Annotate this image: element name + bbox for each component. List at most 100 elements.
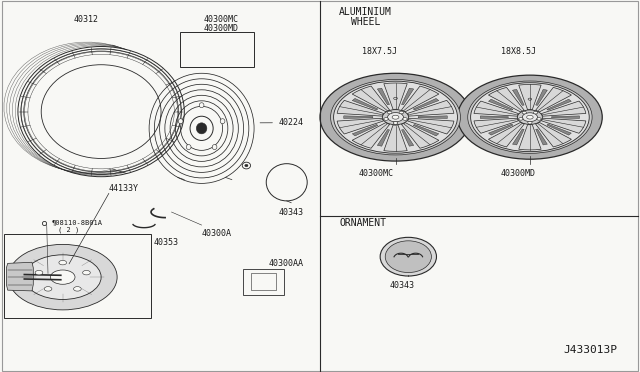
Circle shape (522, 113, 538, 122)
Polygon shape (344, 116, 373, 119)
Circle shape (458, 75, 602, 159)
Text: WHEEL: WHEEL (351, 17, 380, 27)
Ellipse shape (179, 119, 183, 124)
Circle shape (44, 287, 52, 291)
Ellipse shape (41, 65, 161, 158)
Polygon shape (536, 122, 572, 147)
Circle shape (470, 83, 589, 152)
Text: ¶08110-8B01A: ¶08110-8B01A (51, 219, 102, 225)
Circle shape (384, 118, 388, 120)
Polygon shape (541, 101, 586, 116)
Polygon shape (413, 99, 438, 110)
Ellipse shape (8, 244, 117, 310)
Text: 40300MD: 40300MD (204, 25, 238, 33)
Circle shape (388, 113, 403, 122)
Circle shape (392, 115, 399, 119)
Text: 40343: 40343 (278, 208, 304, 217)
Ellipse shape (199, 103, 204, 108)
Polygon shape (384, 125, 407, 151)
Circle shape (518, 118, 523, 120)
Circle shape (74, 287, 81, 291)
Text: J433013P: J433013P (564, 345, 618, 355)
Text: 40300MC: 40300MC (204, 15, 238, 24)
Bar (251, 273, 276, 290)
Polygon shape (401, 88, 413, 105)
Polygon shape (541, 118, 586, 133)
Polygon shape (552, 116, 579, 118)
Polygon shape (513, 89, 524, 105)
Circle shape (333, 81, 458, 153)
Bar (243, 269, 284, 295)
Polygon shape (352, 86, 390, 112)
Text: 18X7.5J: 18X7.5J (362, 47, 397, 56)
Polygon shape (547, 124, 572, 135)
Circle shape (51, 270, 75, 284)
Text: 40300AA: 40300AA (269, 259, 304, 268)
Circle shape (383, 110, 408, 125)
Polygon shape (536, 89, 547, 105)
Text: 40312: 40312 (74, 15, 99, 24)
Polygon shape (353, 99, 378, 110)
Polygon shape (488, 87, 524, 112)
Polygon shape (519, 84, 541, 110)
Polygon shape (353, 125, 378, 136)
Ellipse shape (212, 145, 217, 150)
Polygon shape (547, 99, 572, 110)
Ellipse shape (380, 237, 436, 276)
Circle shape (533, 112, 538, 114)
Polygon shape (6, 262, 33, 291)
Polygon shape (401, 123, 439, 148)
Circle shape (331, 80, 460, 155)
Text: ALUMINIUM: ALUMINIUM (339, 7, 392, 17)
Polygon shape (408, 118, 454, 134)
Text: 40300A: 40300A (202, 229, 232, 238)
Circle shape (522, 112, 527, 114)
Circle shape (528, 122, 532, 124)
Text: 40343: 40343 (389, 281, 415, 290)
Ellipse shape (243, 162, 251, 169)
Text: 44133Y: 44133Y (109, 185, 139, 193)
Polygon shape (488, 122, 524, 147)
Polygon shape (519, 125, 541, 150)
Circle shape (537, 118, 541, 120)
Circle shape (83, 270, 90, 275)
Circle shape (399, 111, 404, 114)
Text: 40353: 40353 (154, 238, 179, 247)
Polygon shape (488, 124, 513, 135)
Polygon shape (408, 100, 454, 116)
Ellipse shape (245, 164, 248, 167)
Polygon shape (401, 86, 439, 112)
Polygon shape (378, 129, 390, 146)
Ellipse shape (220, 119, 225, 124)
Ellipse shape (266, 164, 307, 201)
Text: 40300MD: 40300MD (501, 169, 536, 178)
Text: ORNAMENT: ORNAMENT (339, 218, 386, 228)
Ellipse shape (186, 145, 191, 150)
Polygon shape (378, 88, 390, 105)
Circle shape (59, 260, 67, 265)
Circle shape (403, 118, 407, 120)
Polygon shape (401, 129, 413, 146)
Circle shape (468, 81, 592, 153)
Polygon shape (488, 99, 513, 110)
Polygon shape (418, 116, 447, 119)
Polygon shape (337, 100, 383, 116)
Circle shape (35, 270, 43, 275)
Polygon shape (536, 87, 572, 112)
Polygon shape (536, 129, 547, 145)
Polygon shape (481, 116, 508, 118)
Polygon shape (384, 83, 407, 109)
Ellipse shape (196, 123, 207, 134)
Polygon shape (474, 118, 518, 133)
Polygon shape (337, 118, 383, 134)
Polygon shape (474, 101, 518, 116)
Circle shape (24, 255, 101, 299)
Polygon shape (513, 129, 524, 145)
Circle shape (393, 122, 398, 124)
Bar (4, 234, 151, 318)
Polygon shape (413, 125, 438, 136)
Circle shape (518, 110, 542, 124)
Circle shape (387, 111, 392, 114)
Ellipse shape (190, 116, 213, 141)
Circle shape (320, 73, 471, 161)
